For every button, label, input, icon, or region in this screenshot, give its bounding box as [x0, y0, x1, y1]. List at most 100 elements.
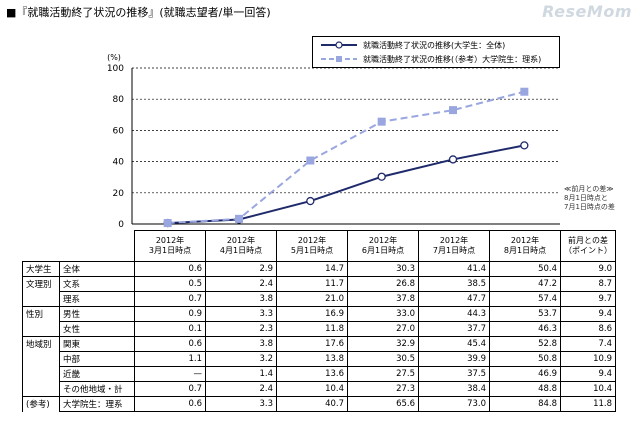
diff-cell: 10.4	[560, 381, 616, 397]
data-point-series2	[377, 117, 386, 126]
table-row: 大学生 全体 0.6 2.9 14.7 30.3 41.4 50.4 9.0	[22, 261, 616, 277]
col-header-diff: 前月との差 （ポイント）	[560, 230, 616, 262]
data-point-series2	[235, 214, 243, 223]
value-cell: 0.6	[134, 336, 206, 352]
data-point-series2	[163, 219, 172, 228]
series-line-2	[167, 90, 525, 225]
note-line: 7月1日時点の差	[564, 203, 615, 211]
value-cell: 11.8	[276, 321, 348, 337]
value-cell: 13.6	[276, 366, 348, 382]
diff-cell: 9.0	[560, 261, 616, 277]
diff-cell: 8.6	[560, 321, 616, 337]
y-tick-labels: 0 20 40 60 80 100 (%)	[107, 53, 124, 230]
row-group: 大学生	[22, 261, 60, 277]
legend-item-series1: 就職活動終了状況の推移(大学生：全体)	[319, 39, 505, 51]
data-point-series1	[306, 196, 315, 206]
diff-cell: 9.4	[560, 306, 616, 322]
row-group	[22, 381, 60, 397]
value-cell: 3.8	[205, 336, 277, 352]
value-cell: 0.6	[134, 396, 206, 412]
watermark-logo: ReseMom	[542, 2, 632, 21]
value-cell: 2.4	[205, 381, 277, 397]
row-group	[22, 291, 60, 307]
diff-cell: 7.4	[560, 336, 616, 352]
y-tick-label: 40	[113, 158, 125, 168]
y-tick-label: 80	[113, 95, 125, 105]
legend-label-series2: 就職活動終了状況の推移(（参考）大学院生：理系)	[363, 54, 542, 64]
value-cell: 3.3	[205, 396, 277, 412]
table-row: 中部 1.1 3.2 13.8 30.5 39.9 50.8 10.9	[22, 351, 616, 367]
table-row: 文理別 文系 0.5 2.4 11.7 26.8 38.5 47.2 8.7	[22, 276, 616, 292]
value-cell: 30.3	[347, 261, 419, 277]
value-cell: 10.4	[276, 381, 348, 397]
value-cell: 0.9	[134, 306, 206, 322]
note-line: 8月1日時点と	[564, 194, 608, 202]
value-cell: 65.6	[347, 396, 419, 412]
value-cell: 37.5	[418, 366, 490, 382]
data-point-series2	[449, 106, 457, 115]
y-tick-label: 60	[113, 126, 125, 136]
value-cell: 45.4	[418, 336, 490, 352]
value-cell: 47.2	[489, 276, 561, 292]
table-row: 地域別 関東 0.6 3.8 17.6 32.9 45.4 52.8 7.4	[22, 336, 616, 352]
table-body: 大学生 全体 0.6 2.9 14.7 30.3 41.4 50.4 9.0 文理別 文系 0.5 2.…	[22, 261, 616, 412]
value-cell: —	[134, 366, 206, 382]
row-label: 大学院生：理系	[59, 396, 135, 412]
series-lines	[167, 90, 525, 225]
row-label: 近畿	[59, 366, 135, 382]
row-group: 地域別	[22, 336, 60, 352]
col-header: 2012年 4月1日時点	[205, 230, 277, 262]
value-cell: 73.0	[418, 396, 490, 412]
value-cell: 2.4	[205, 276, 277, 292]
value-cell: 3.2	[205, 351, 277, 367]
value-cell: 44.3	[418, 306, 490, 322]
data-point-series1	[377, 172, 386, 181]
axes	[131, 68, 560, 225]
value-cell: 1.4	[205, 366, 277, 382]
value-cell: 47.7	[418, 291, 490, 307]
row-group	[22, 351, 60, 367]
data-table: 2012年 3月1日時点 2012年 4月1日時点 2012年 5月1日時点 2…	[22, 230, 616, 412]
y-tick-label: 100	[107, 64, 124, 74]
value-cell: 46.9	[489, 366, 561, 382]
note-line: ≪前月との差≫	[564, 185, 614, 193]
value-cell: 21.0	[276, 291, 348, 307]
value-cell: 33.0	[347, 306, 419, 322]
table-row: その他地域・計 0.7 2.4 10.4 27.3 38.4 48.8 10.4	[22, 381, 616, 397]
value-cell: 1.1	[134, 351, 206, 367]
value-cell: 40.7	[276, 396, 348, 412]
col-header: 2012年 8月1日時点	[489, 230, 561, 262]
value-cell: 16.9	[276, 306, 348, 322]
row-label: 中部	[59, 351, 135, 367]
value-cell: 41.4	[418, 261, 490, 277]
value-cell: 27.0	[347, 321, 419, 337]
table-row: 近畿 —1.4 13.6 27.5 37.5 46.9 9.4	[22, 366, 616, 382]
diff-cell: 9.4	[560, 366, 616, 382]
row-label: 関東	[59, 336, 135, 352]
value-cell: 84.8	[489, 396, 561, 412]
value-cell: 0.1	[134, 321, 206, 337]
value-cell: 14.7	[276, 261, 348, 277]
value-cell: 11.7	[276, 276, 348, 292]
value-cell: 57.4	[489, 291, 561, 307]
table-header-row: 2012年 3月1日時点 2012年 4月1日時点 2012年 5月1日時点 2…	[22, 230, 616, 262]
value-cell: 26.8	[347, 276, 419, 292]
row-label: 理系	[59, 291, 135, 307]
legend-swatch-solid	[321, 41, 357, 49]
row-group: 文理別	[22, 276, 60, 292]
value-cell: 52.8	[489, 336, 561, 352]
value-cell: 38.5	[418, 276, 490, 292]
table-row: (参考) 大学院生：理系 0.6 3.3 40.7 65.6 73.0 84.8 11.8	[22, 396, 616, 412]
legend: 就職活動終了状況の推移(大学生：全体) 就職活動終了状況の推移(（参考）大学院生…	[312, 36, 560, 68]
series-points	[163, 87, 529, 228]
row-group	[22, 366, 60, 382]
value-cell: 0.7	[134, 381, 206, 397]
y-tick-label: 0	[118, 220, 124, 230]
row-group: (参考)	[22, 396, 60, 412]
table-row: 性別 男性 0.9 3.3 16.9 33.0 44.3 53.7 9.4	[22, 306, 616, 322]
data-point-series1	[448, 155, 458, 164]
difference-note: ≪前月との差≫ 8月1日時点と 7月1日時点の差	[564, 185, 615, 212]
value-cell: 0.7	[134, 291, 206, 307]
row-group: 性別	[22, 306, 60, 322]
